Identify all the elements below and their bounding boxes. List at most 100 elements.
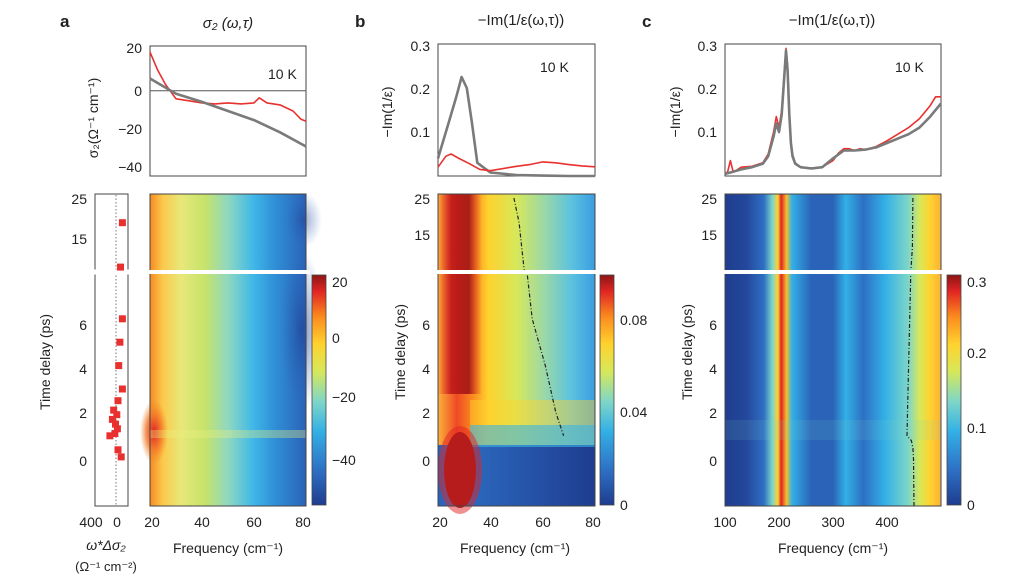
panel-b-title: −Im(1/ε(ω,τ)) <box>478 12 564 29</box>
colorbar-c-gradient <box>946 274 962 506</box>
heatmap-b-band <box>470 425 595 447</box>
panel-a-scatter-xtick: 0 <box>113 514 121 530</box>
series-line-red <box>437 153 596 172</box>
heatmap-a-frame <box>149 193 307 507</box>
colorbar-c-tick: 0.1 <box>967 420 987 436</box>
panel-c-ytick: 25 <box>701 191 717 207</box>
heatmap-b-frame <box>437 193 596 507</box>
colorbar-a: 20 0 −20 −40 <box>311 274 356 506</box>
panel-label-a: a <box>60 12 70 31</box>
panel-a-xlabel: Frequency (cm⁻¹) <box>173 540 283 556</box>
panel-a-xtick: 60 <box>246 514 262 530</box>
colorbar-c: 0.3 0.2 0.1 0 <box>946 274 987 513</box>
panel-a-line-plot: 10 K 20 0 −20 −40 σ₂(Ω⁻¹ cm⁻¹) <box>85 40 307 177</box>
scatter-point <box>117 453 125 461</box>
panel-a-scatter-ytick: 2 <box>79 405 87 421</box>
panel-b-ylabel: −Im(1/ε) <box>379 87 395 138</box>
heatmap-b-hot-lobe <box>438 426 482 514</box>
panel-a-scatter: 25 15 6 4 2 0 Time delay (ps) 400 0 ω*Δσ… <box>37 191 137 574</box>
colorbar-c-tick: 0.3 <box>967 274 987 290</box>
panel-c-ytick: 0.3 <box>698 38 718 54</box>
panel-b-ytick: 0.2 <box>411 81 431 97</box>
colorbar-a-gradient <box>311 274 327 506</box>
panel-a-scatter-xlabel: ω*Δσ₂ <box>86 537 126 553</box>
panel-a-ylabel: σ₂(Ω⁻¹ cm⁻¹) <box>85 78 101 159</box>
heatmap-b-ridge-line <box>513 197 565 436</box>
panel-b-heatmap: 25 15 6 4 2 0 Time delay (ps) 20 40 60 8… <box>392 191 601 556</box>
panel-b-ytick: 2 <box>422 405 430 421</box>
scatter-point <box>118 385 126 393</box>
panel-c-ytick: 6 <box>709 317 717 333</box>
heatmap-a-band <box>150 430 306 438</box>
scatter-point <box>106 432 114 440</box>
panel-c-xtick: 200 <box>767 514 791 530</box>
scatter-point <box>112 420 119 428</box>
panel-b-line-frame <box>437 43 596 177</box>
heatmap-a-hotspot <box>140 400 168 464</box>
panel-b-ytick: 0.3 <box>411 38 431 54</box>
scatter-point <box>118 219 126 227</box>
panel-c-heatmap: 25 15 6 4 2 0 Time delay (ps) 100 200 30… <box>679 191 945 556</box>
panel-a-xtick: 40 <box>194 514 210 530</box>
heatmap-c-field <box>725 194 941 506</box>
heatmap-b-hot-column <box>438 194 482 394</box>
scatter-point <box>116 338 124 346</box>
panel-a-title: σ₂ (ω,τ) <box>203 15 253 32</box>
scatter-point <box>113 425 121 433</box>
panel-c-xtick: 300 <box>821 514 845 530</box>
heatmap-c-frame <box>724 193 942 507</box>
panel-c-ylabel: Time delay (ps) <box>679 304 695 400</box>
panel-c-xtick: 100 <box>713 514 737 530</box>
panel-b-ytick: 4 <box>422 361 430 377</box>
panel-b-xtick: 20 <box>432 514 448 530</box>
panel-b-xtick: 80 <box>585 514 601 530</box>
colorbar-c-tick: 0 <box>967 497 975 513</box>
colorbar-a-tick: −40 <box>332 452 356 468</box>
panel-a-series <box>149 51 307 148</box>
panel-a-xtick: 80 <box>295 514 311 530</box>
panel-c-ytick: 0.2 <box>698 81 718 97</box>
panel-c-annotation: 10 K <box>895 59 924 75</box>
panel-b-xtick: 40 <box>483 514 499 530</box>
scatter-point <box>114 397 122 405</box>
panel-a-heatmap: 20 40 60 80 Frequency (cm⁻¹) <box>140 192 324 556</box>
panel-b-line-plot: 10 K 0.3 0.2 0.1 −Im(1/ε) <box>379 38 596 178</box>
scatter-point <box>113 411 121 419</box>
colorbar-b-tick: 0.04 <box>620 404 647 420</box>
panel-a-xtick: 20 <box>144 514 160 530</box>
colorbar-b-gradient <box>599 274 615 506</box>
panel-b-xtick: 60 <box>535 514 551 530</box>
panel-c-ytick: 0.1 <box>698 124 718 140</box>
series-line-grey <box>436 75 595 178</box>
panel-c-xtick: 400 <box>875 514 899 530</box>
panel-a-ytick: 20 <box>126 40 142 56</box>
panel-b-ytick: 0 <box>422 453 430 469</box>
panel-a-scatter-ytick: 0 <box>79 453 87 469</box>
panel-b-ytick: 25 <box>414 191 430 207</box>
panel-a-ytick: 0 <box>134 83 142 99</box>
series-line-grey <box>149 77 307 148</box>
colorbar-b: 0.08 0.04 0 <box>599 274 647 513</box>
panel-c-ytick: 15 <box>701 227 717 243</box>
panel-b-series <box>436 75 596 178</box>
heatmap-a-cold-region <box>286 192 322 248</box>
colorbar-b-tick: 0.08 <box>620 312 647 328</box>
colorbar-a-tick: 20 <box>332 274 348 290</box>
panel-a-scatter-xlabel-units: (Ω⁻¹ cm⁻²) <box>75 559 137 574</box>
panel-c-ytick: 4 <box>709 361 717 377</box>
panel-a-annotation: 10 K <box>268 66 297 82</box>
panel-c-line-frame <box>724 43 942 177</box>
colorbar-a-tick: 0 <box>332 330 340 346</box>
scatter-point <box>111 430 119 437</box>
panel-b-ytick: 15 <box>414 227 430 243</box>
panel-b-xlabel: Frequency (cm⁻¹) <box>460 540 570 556</box>
panel-a-ytick: −20 <box>118 121 142 137</box>
panel-label-c: c <box>642 12 651 31</box>
panel-a-ytick: −40 <box>118 159 142 175</box>
panel-c-title: −Im(1/ε(ω,τ)) <box>789 12 875 29</box>
panel-a-scatter-ytick: 25 <box>71 191 87 207</box>
panel-c-series <box>724 47 943 176</box>
panel-a-scatter-ytick: 6 <box>79 317 87 333</box>
scatter-point <box>110 406 118 414</box>
colorbar-c-tick: 0.2 <box>967 345 987 361</box>
